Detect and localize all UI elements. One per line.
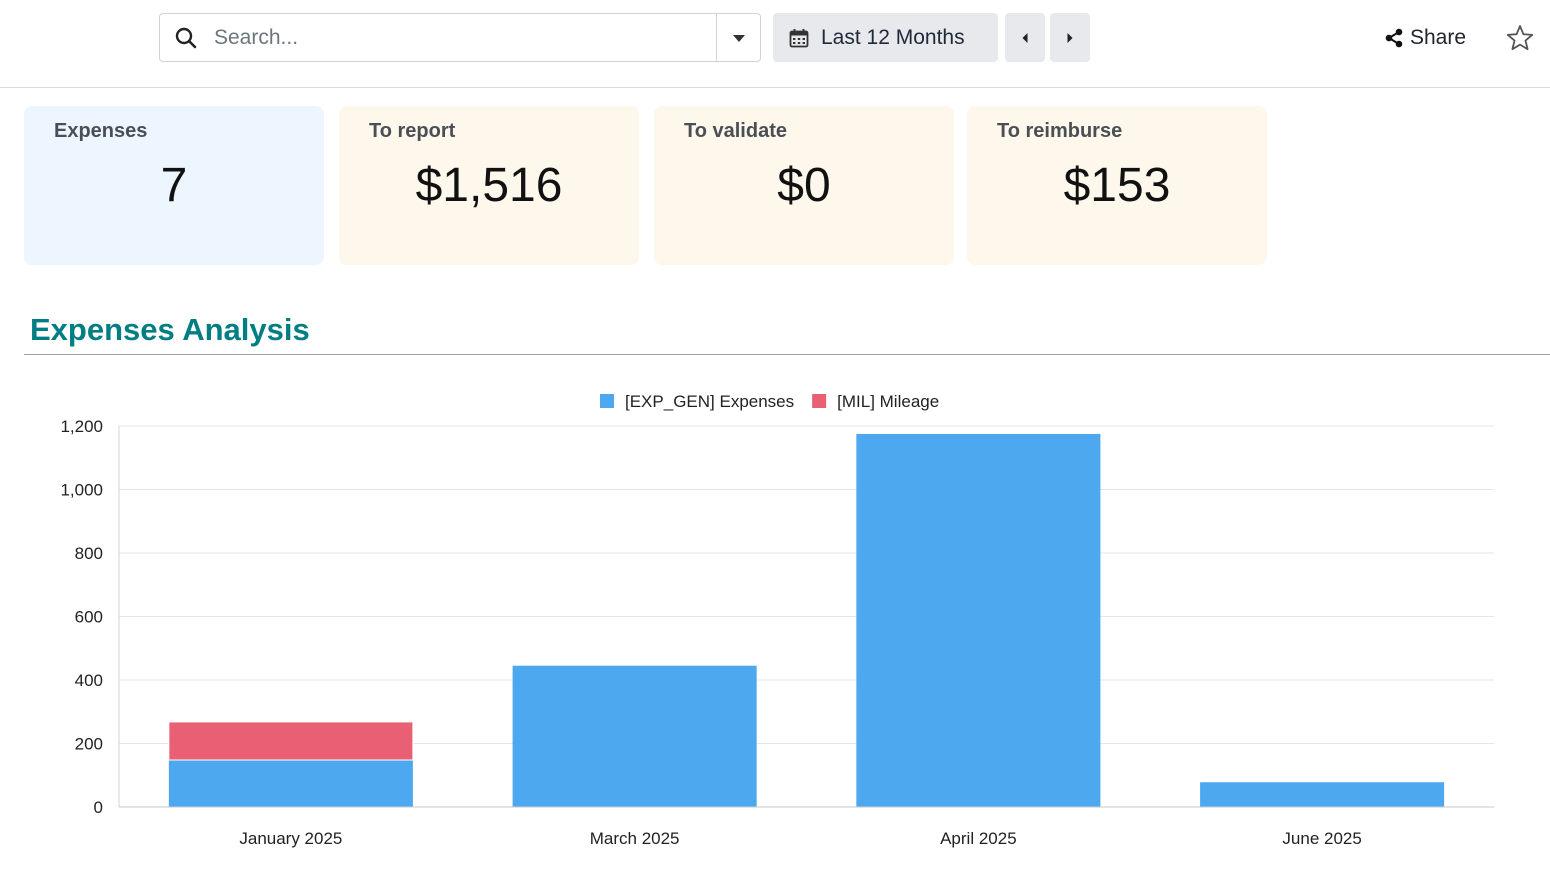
previous-period-button[interactable]: [1005, 13, 1045, 62]
kpi-value: $1,516: [415, 159, 563, 212]
y-tick-label: 0: [94, 798, 103, 817]
kpi-card-to-validate[interactable]: To validate $0: [654, 106, 954, 265]
bar: [512, 665, 757, 807]
caret-down-icon: [732, 34, 745, 42]
y-tick-label: 1,000: [60, 481, 103, 500]
legend-label: [EXP_GEN] Expenses: [625, 392, 794, 411]
y-tick-label: 1,200: [60, 417, 103, 436]
kpi-card-expenses[interactable]: Expenses 7: [24, 106, 324, 265]
search-input[interactable]: [214, 22, 714, 54]
bar: [168, 721, 414, 761]
kpi-value: $0: [777, 159, 831, 212]
kpi-label: To report: [369, 120, 456, 142]
y-tick-label: 200: [75, 735, 103, 754]
legend-swatch: [600, 394, 614, 408]
calendar-icon: [789, 28, 809, 47]
section-divider: [24, 354, 1550, 355]
share-icon: [1385, 28, 1403, 48]
bar: [1200, 782, 1445, 807]
search-bar[interactable]: [159, 13, 761, 62]
kpi-value: 7: [160, 159, 188, 212]
legend-swatch: [812, 394, 827, 408]
kpi-value: $153: [1063, 159, 1171, 212]
kpi-label: Expenses: [54, 120, 148, 142]
x-tick-label: January 2025: [239, 829, 342, 848]
x-tick-label: March 2025: [590, 829, 680, 848]
next-period-button[interactable]: [1050, 13, 1090, 62]
share-label: Share: [1410, 26, 1467, 49]
date-filter-label: Last 12 Months: [821, 25, 965, 49]
chevron-right-icon: [1067, 32, 1073, 43]
kpi-card-to-reimburse[interactable]: To reimburse $153: [967, 106, 1267, 265]
bar: [856, 433, 1101, 807]
kpi-label: To validate: [684, 120, 787, 142]
x-tick-label: April 2025: [940, 829, 1017, 848]
section-title: Expenses Analysis: [30, 312, 310, 347]
x-tick-label: June 2025: [1282, 829, 1361, 848]
legend-label: [MIL] Mileage: [837, 392, 939, 411]
date-filter-button[interactable]: Last 12 Months: [773, 13, 998, 62]
expenses-bar-chart: 0 200 400 600 800 1,000 1,200 January 2025 March…: [60, 392, 1494, 848]
control-panel: Last 12 Months Share: [0, 0, 1550, 88]
y-tick-label: 600: [75, 608, 103, 627]
star-icon[interactable]: [1505, 23, 1535, 53]
chevron-left-icon: [1022, 32, 1028, 43]
y-tick-label: 800: [75, 544, 103, 563]
share-button[interactable]: Share: [1384, 22, 1466, 54]
kpi-label: To reimburse: [997, 120, 1123, 142]
y-tick-label: 400: [75, 671, 103, 690]
search-icon: [175, 27, 197, 49]
kpi-card-to-report[interactable]: To report $1,516: [339, 106, 639, 265]
search-options-toggle[interactable]: [716, 14, 760, 61]
bar: [168, 760, 413, 807]
